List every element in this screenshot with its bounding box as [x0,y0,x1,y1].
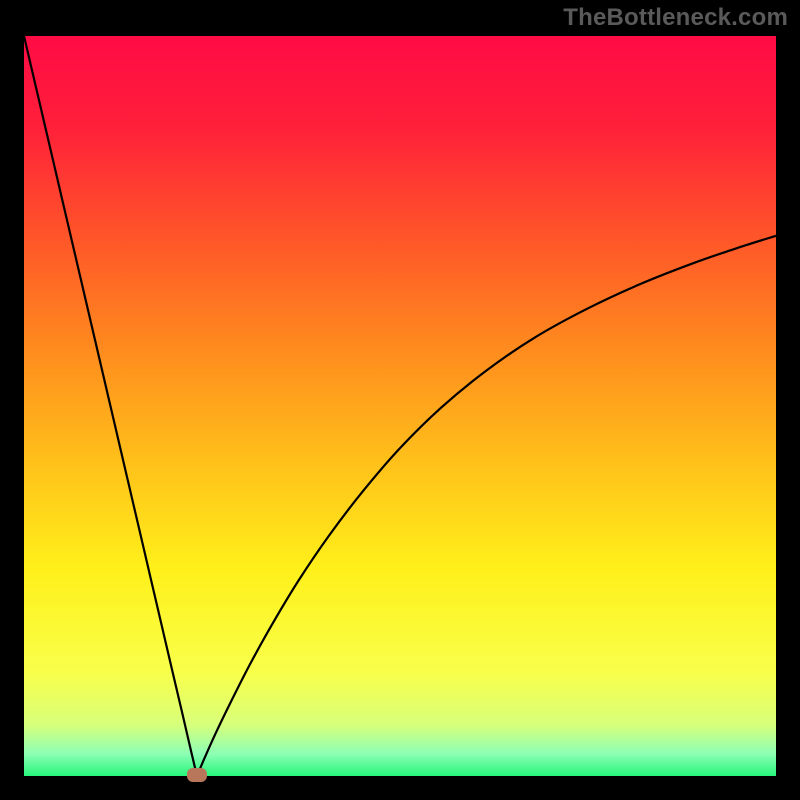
bottleneck-curve-chart [0,0,800,800]
plot-background [24,36,776,776]
chart-frame: TheBottleneck.com [0,0,800,800]
watermark-text: TheBottleneck.com [563,4,788,32]
minimum-marker [187,768,207,782]
